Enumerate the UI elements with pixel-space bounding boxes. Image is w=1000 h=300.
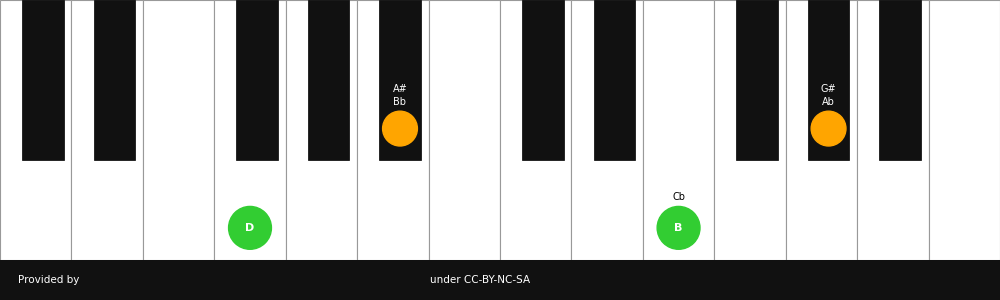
Bar (0, 260, 1000, 300)
Circle shape (229, 206, 271, 249)
Bar (308, 0, 349, 160)
Bar (714, 0, 786, 260)
Circle shape (657, 206, 700, 249)
Bar (643, 0, 714, 260)
Circle shape (383, 111, 417, 146)
Bar (808, 0, 849, 160)
Bar (0, 0, 71, 260)
Text: Provided by: Provided by (18, 275, 79, 285)
Bar (736, 0, 778, 160)
Text: A#: A# (393, 84, 407, 94)
Text: B: B (674, 223, 683, 233)
Bar (214, 0, 286, 260)
Text: under CC-BY-NC-SA: under CC-BY-NC-SA (430, 275, 530, 285)
Circle shape (811, 111, 846, 146)
Bar (236, 0, 278, 160)
Bar (22, 0, 64, 160)
Bar (94, 0, 135, 160)
Bar (71, 0, 143, 260)
Bar (857, 0, 929, 260)
Bar (286, 0, 357, 260)
Bar (571, 0, 643, 260)
Bar (786, 0, 857, 260)
Bar (879, 0, 921, 160)
Bar (500, 0, 571, 260)
Bar (357, 0, 429, 260)
Bar (429, 0, 500, 260)
Text: G#: G# (821, 84, 836, 94)
Text: Bb: Bb (394, 97, 406, 107)
Text: D: D (245, 223, 255, 233)
Text: Cb: Cb (672, 192, 685, 203)
Bar (522, 0, 564, 160)
Bar (929, 0, 1000, 260)
Bar (594, 0, 635, 160)
Bar (143, 0, 214, 260)
Text: Ab: Ab (822, 97, 835, 107)
Bar (379, 0, 421, 160)
